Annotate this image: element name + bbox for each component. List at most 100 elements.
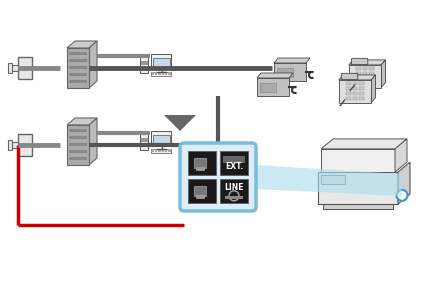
Polygon shape <box>257 78 289 96</box>
Bar <box>196 167 204 170</box>
Bar <box>346 87 351 90</box>
Polygon shape <box>67 41 97 48</box>
Bar <box>353 82 357 85</box>
Bar <box>141 138 147 140</box>
Polygon shape <box>381 60 385 88</box>
Polygon shape <box>318 172 398 204</box>
Polygon shape <box>371 75 376 103</box>
Bar <box>162 73 164 74</box>
Bar <box>165 73 167 74</box>
FancyBboxPatch shape <box>18 134 32 156</box>
Bar <box>155 74 157 75</box>
Bar <box>10 142 18 148</box>
Bar <box>155 151 157 152</box>
Polygon shape <box>339 75 376 80</box>
Bar <box>165 74 167 75</box>
Polygon shape <box>89 118 97 165</box>
Polygon shape <box>164 115 196 131</box>
Bar <box>165 149 167 150</box>
Bar <box>346 92 351 95</box>
Bar <box>158 149 161 150</box>
Bar <box>141 61 147 62</box>
Bar <box>369 72 374 75</box>
Bar <box>168 73 170 74</box>
Bar <box>359 97 364 100</box>
FancyBboxPatch shape <box>151 131 171 146</box>
Polygon shape <box>67 125 89 165</box>
Bar <box>165 72 167 73</box>
FancyBboxPatch shape <box>151 149 171 153</box>
FancyBboxPatch shape <box>277 68 293 77</box>
Bar <box>346 97 351 100</box>
Bar <box>356 67 361 70</box>
Polygon shape <box>67 118 97 125</box>
Bar <box>8 140 12 150</box>
Polygon shape <box>321 139 407 149</box>
Bar <box>353 92 357 95</box>
Polygon shape <box>395 139 407 172</box>
Bar <box>158 151 161 152</box>
Bar <box>369 67 374 70</box>
FancyBboxPatch shape <box>18 57 32 79</box>
Bar <box>168 74 170 75</box>
FancyBboxPatch shape <box>140 57 148 73</box>
FancyBboxPatch shape <box>341 73 358 80</box>
Bar <box>353 97 357 100</box>
Bar <box>168 72 170 73</box>
Bar <box>369 77 374 80</box>
Polygon shape <box>398 162 410 204</box>
Bar <box>162 151 164 152</box>
Text: LINE: LINE <box>224 183 244 192</box>
Bar <box>162 150 164 151</box>
FancyBboxPatch shape <box>260 83 276 92</box>
Bar <box>158 73 161 74</box>
Polygon shape <box>321 149 395 172</box>
Bar <box>152 74 154 75</box>
Bar <box>152 149 154 150</box>
FancyBboxPatch shape <box>151 72 171 76</box>
Bar <box>369 82 374 85</box>
Polygon shape <box>256 165 402 196</box>
Bar <box>69 59 87 62</box>
Polygon shape <box>89 41 97 88</box>
Bar <box>152 73 154 74</box>
FancyBboxPatch shape <box>351 58 368 65</box>
Bar <box>359 87 364 90</box>
Bar <box>165 151 167 152</box>
Polygon shape <box>67 48 89 88</box>
Polygon shape <box>323 204 393 209</box>
Polygon shape <box>349 60 385 65</box>
Bar <box>158 72 161 73</box>
Bar <box>10 65 18 71</box>
Bar <box>155 72 157 73</box>
Bar <box>346 82 351 85</box>
Bar <box>141 140 147 142</box>
Polygon shape <box>257 73 293 78</box>
Bar <box>69 66 87 69</box>
Bar <box>356 72 361 75</box>
Bar <box>69 157 87 160</box>
FancyBboxPatch shape <box>140 134 148 150</box>
Polygon shape <box>274 63 306 81</box>
Bar <box>8 63 12 73</box>
FancyBboxPatch shape <box>153 135 170 145</box>
Bar <box>141 63 147 65</box>
Bar <box>168 150 170 151</box>
Bar <box>152 72 154 73</box>
FancyBboxPatch shape <box>188 179 216 203</box>
Bar <box>359 92 364 95</box>
Bar <box>353 87 357 90</box>
Bar <box>69 52 87 55</box>
Bar <box>155 149 157 150</box>
FancyBboxPatch shape <box>188 151 216 175</box>
Bar <box>152 151 154 152</box>
FancyBboxPatch shape <box>180 143 256 211</box>
Bar <box>155 150 157 151</box>
Bar <box>363 72 367 75</box>
Bar <box>356 77 361 80</box>
Bar <box>223 156 245 163</box>
Bar <box>363 77 367 80</box>
Bar <box>69 136 87 139</box>
Polygon shape <box>339 80 371 103</box>
Bar <box>194 186 206 196</box>
